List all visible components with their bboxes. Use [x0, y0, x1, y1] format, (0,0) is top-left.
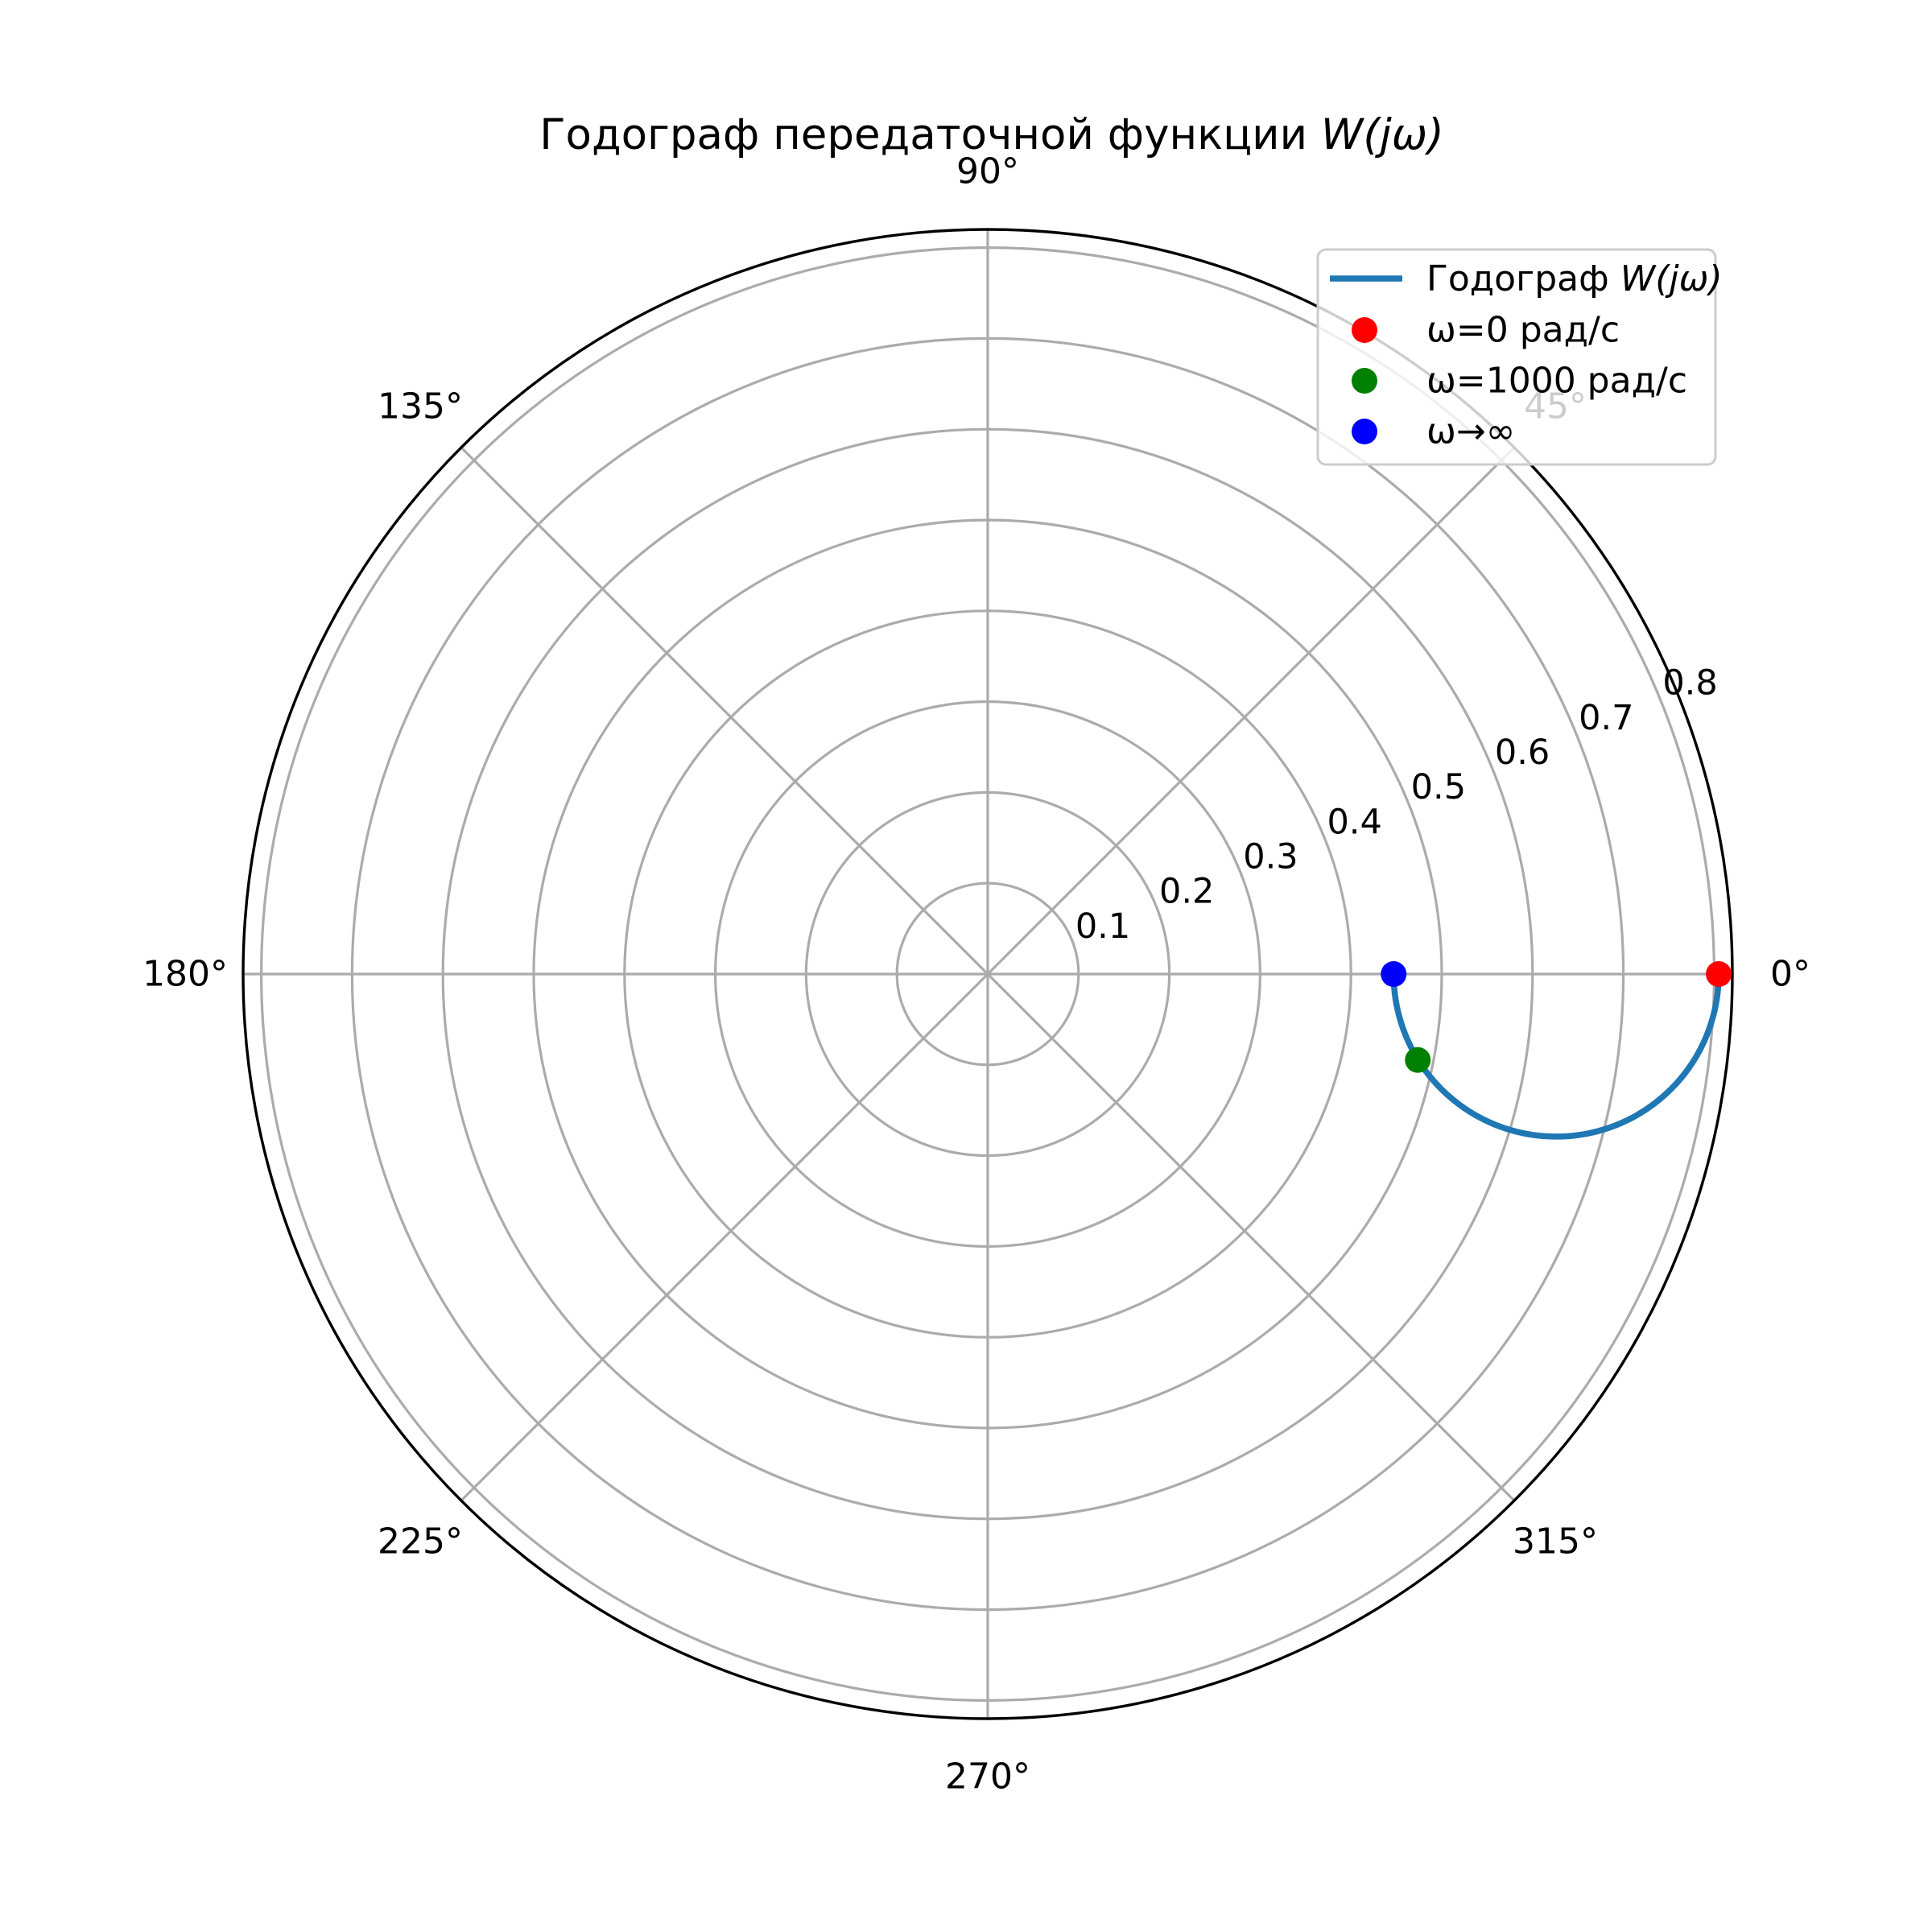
grid-spoke-45 [986, 446, 1516, 976]
legend-label: ω=1000 рад/с [1426, 361, 1687, 402]
grid-circle-0.2 [804, 791, 1171, 1158]
legend-marker [1352, 368, 1377, 394]
chart-title-math: W(jω) [1321, 110, 1444, 159]
grid-spoke-225 [460, 972, 989, 1502]
radial-label-0.5: 0.5 [1411, 767, 1466, 807]
grid-circle-0.5 [532, 518, 1443, 1430]
legend: Годограф W(jω)ω=0 рад/сω=1000 рад/сω→∞ [1316, 248, 1723, 466]
legend-item-0: Годограф W(jω) [1330, 258, 1723, 299]
polar-grid [243, 229, 1732, 1719]
legend-label: ω→∞ [1426, 411, 1515, 452]
radial-label-0.3: 0.3 [1243, 836, 1298, 877]
angle-label-225: 225° [378, 1521, 463, 1562]
angle-label-0: 0° [1770, 954, 1810, 995]
legend-label: Годограф W(jω) [1426, 258, 1723, 299]
chart-title: Годограф передаточной функции W(jω) [539, 110, 1444, 159]
radial-label-0.4: 0.4 [1327, 802, 1381, 842]
point-omega-1000 [1405, 1046, 1431, 1073]
legend-item-1: ω=0 рад/с [1352, 310, 1620, 351]
angle-label-135: 135° [378, 386, 463, 427]
grid-circle-0.7 [350, 336, 1625, 1612]
angle-label-315: 315° [1513, 1521, 1598, 1562]
chart-title-text: Годограф передаточной функции [539, 110, 1321, 159]
radial-label-0.2: 0.2 [1159, 872, 1214, 912]
polar-spine [242, 228, 1734, 1720]
point-omega-inf [1381, 961, 1407, 987]
angle-label-180: 180° [142, 954, 228, 995]
radial-label-0.6: 0.6 [1495, 733, 1550, 773]
grid-circle-0.1 [895, 881, 1080, 1067]
grid-circle-0.3 [713, 700, 1261, 1248]
angle-label-90: 90° [956, 151, 1019, 192]
point-omega-0 [1706, 961, 1732, 987]
legend-label-math: W(jω) [1620, 258, 1723, 299]
grid-spoke-315 [986, 972, 1516, 1502]
legend-label: ω=0 рад/с [1426, 310, 1620, 351]
angle-label-270: 270° [945, 1757, 1030, 1798]
radial-label-0.1: 0.1 [1075, 906, 1130, 947]
legend-box [1316, 248, 1717, 466]
legend-item-3: ω→∞ [1352, 411, 1515, 452]
grid-circle-0.4 [623, 609, 1352, 1339]
radial-label-0.7: 0.7 [1579, 698, 1633, 738]
legend-label-text: Годограф [1426, 258, 1620, 299]
grid-circle-0.6 [441, 427, 1534, 1521]
legend-marker [1352, 317, 1377, 343]
radial-label-0.8: 0.8 [1662, 663, 1717, 704]
grid-spoke-135 [460, 446, 989, 976]
legend-marker [1352, 419, 1377, 444]
legend-item-2: ω=1000 рад/с [1352, 361, 1687, 402]
